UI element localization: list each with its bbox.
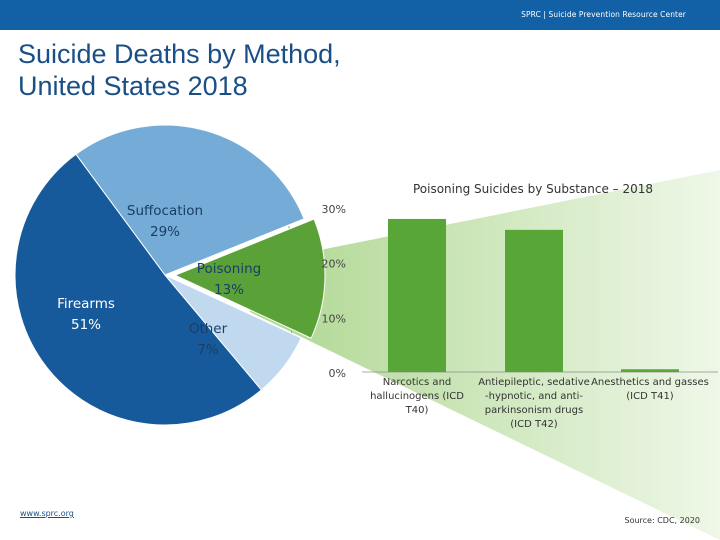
footer-source: Source: CDC, 2020 — [624, 516, 701, 525]
bar-anesthetics-and-gasses-icd-t41 — [621, 369, 679, 372]
header-bar: SPRC | Suicide Prevention Resource Cente… — [0, 0, 720, 30]
slide-title-line-2: United States 2018 — [18, 71, 248, 101]
pie-slice-firearms — [14, 153, 263, 426]
pie-label-other: Other 7% — [189, 321, 228, 358]
bar-chart: Poisoning Suicides by Substance – 2018 0… — [322, 182, 718, 430]
pie-label-suffocation: Suffocation 29% — [127, 203, 203, 240]
pie-slice-other — [164, 274, 302, 391]
bar-category-label: Anesthetics and gasses (ICD T41) — [591, 377, 709, 402]
pie-label-firearms: Firearms 51% — [57, 296, 115, 333]
bar-y-tick-label: 0% — [329, 367, 346, 380]
pie-label-poisoning: Poisoning 13% — [197, 261, 261, 298]
slide-title: Suicide Deaths by Method, United States … — [18, 38, 538, 102]
pie-slice-poisoning — [173, 218, 326, 339]
bar-y-tick-label: 10% — [322, 312, 346, 325]
poisoning-callout-highlight — [250, 170, 720, 540]
bar-y-tick-label: 30% — [322, 203, 346, 216]
bar-category-label: Narcotics and hallucinogens (ICD T40) — [370, 377, 464, 416]
bar-antiepileptic-sedative-hypnotic-and-anti — [505, 229, 563, 372]
bar-narcotics-and-hallucinogens-icd-t40 — [388, 218, 446, 372]
header-org-text: SPRC | Suicide Prevention Resource Cente… — [521, 10, 686, 19]
footer-website-link[interactable]: www.sprc.org — [20, 509, 74, 518]
pie-labels: Firearms 51% Suffocation 29% Poisoning 13% Oth… — [57, 203, 261, 358]
pie-chart — [14, 124, 326, 426]
slide-title-line-1: Suicide Deaths by Method, — [18, 39, 341, 69]
pie-slice-suffocation — [75, 124, 305, 276]
bar-category-label: Antiepileptic, sedative -hypnotic, and an… — [478, 377, 590, 430]
bar-y-tick-label: 20% — [322, 258, 346, 271]
bar-chart-title: Poisoning Suicides by Substance – 2018 — [413, 182, 653, 196]
